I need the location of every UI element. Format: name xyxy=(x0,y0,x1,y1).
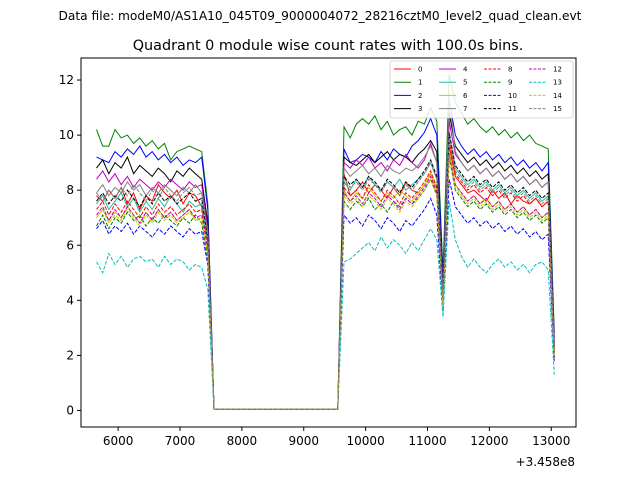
legend-label-14: 14 xyxy=(553,92,562,100)
series-line-10 xyxy=(96,179,555,410)
legend-label-1: 1 xyxy=(418,79,422,87)
legend-label-0: 0 xyxy=(418,66,422,74)
legend-label-2: 2 xyxy=(418,92,422,100)
y-tick-label: 2 xyxy=(66,348,74,362)
series-line-4 xyxy=(96,121,555,410)
x-tick-label: 12000 xyxy=(470,434,508,448)
y-tick-label: 4 xyxy=(66,293,74,307)
legend-label-13: 13 xyxy=(553,79,562,87)
y-tick-label: 8 xyxy=(66,183,74,197)
x-tick-label: 7000 xyxy=(165,434,196,448)
legend-label-8: 8 xyxy=(508,66,512,74)
legend-label-6: 6 xyxy=(463,92,468,100)
legend-label-3: 3 xyxy=(418,105,422,113)
y-tick-label: 0 xyxy=(66,403,74,417)
series-line-5 xyxy=(96,135,555,410)
y-tick-label: 6 xyxy=(66,238,74,252)
legend-label-9: 9 xyxy=(508,79,512,87)
legend-label-15: 15 xyxy=(553,105,562,113)
x-tick-label: 8000 xyxy=(227,434,258,448)
x-tick-label: 6000 xyxy=(103,434,134,448)
x-offset-label: +3.458e8 xyxy=(516,455,575,469)
series-line-14 xyxy=(96,157,555,410)
x-tick-label: 9000 xyxy=(288,434,319,448)
x-tick-label: 11000 xyxy=(408,434,446,448)
series-line-7 xyxy=(96,96,555,410)
series-line-6 xyxy=(96,151,555,410)
series-line-1 xyxy=(96,74,555,410)
y-tick-label: 12 xyxy=(59,73,74,87)
chart-title: Quadrant 0 module wise count rates with … xyxy=(133,38,524,54)
series-line-12 xyxy=(96,154,555,410)
series-line-3 xyxy=(96,113,555,410)
y-tick-label: 10 xyxy=(59,128,74,142)
legend-label-11: 11 xyxy=(508,105,517,113)
x-tick-label: 10000 xyxy=(347,434,385,448)
legend-label-4: 4 xyxy=(463,66,468,74)
legend-box xyxy=(389,60,574,119)
legend-label-12: 12 xyxy=(553,66,562,74)
legend-label-10: 10 xyxy=(508,92,517,100)
legend-label-5: 5 xyxy=(463,79,467,87)
figure-suptitle: Data file: modeM0/AS1A10_045T09_90000040… xyxy=(59,9,582,23)
series-line-13 xyxy=(96,201,555,410)
plot-area: 6000 7000 8000 9000 10000 11000 12000 13000 0 2 4 6… xyxy=(59,57,577,448)
legend-label-7: 7 xyxy=(463,105,467,113)
series-line-15 xyxy=(96,137,555,410)
series-line-8 xyxy=(96,140,555,410)
axes-frame xyxy=(80,57,577,428)
series-line-9 xyxy=(96,157,555,410)
x-tick-label: 13000 xyxy=(532,434,570,448)
